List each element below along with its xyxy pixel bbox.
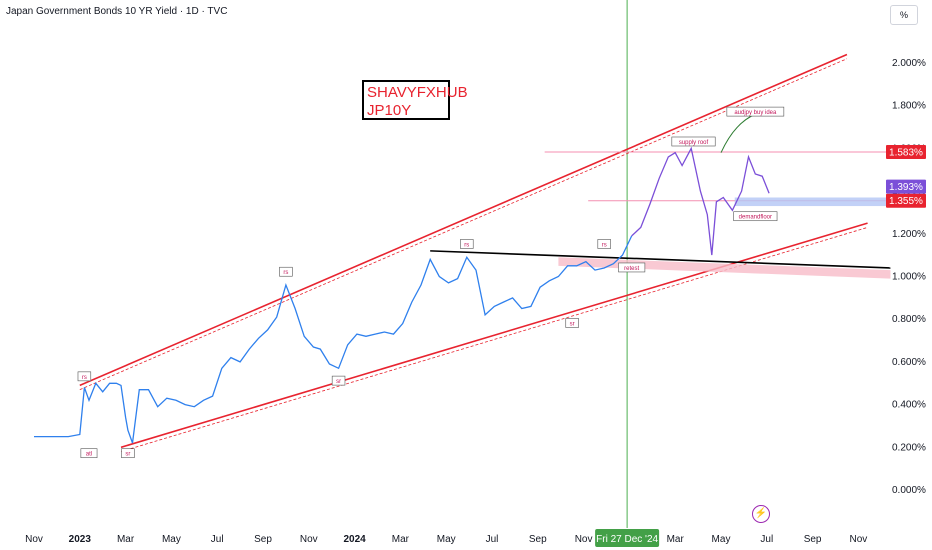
x-tick-label: 2024 [343, 534, 366, 545]
annotation-label: supply roof [679, 140, 709, 146]
watermark-line-2: JP10Y [367, 102, 412, 119]
last-price-label: 1.393% [889, 182, 923, 193]
x-tick-label: Sep [804, 534, 822, 545]
y-tick-label: 0.800% [892, 314, 926, 325]
y-tick-label: 1.200% [892, 229, 926, 240]
annotation-box [77, 371, 92, 382]
annotation-label: retest [624, 266, 639, 272]
watermark-line-1: SHAVYFXHUB [367, 84, 468, 101]
annotation-box [279, 266, 293, 277]
annotation-label: atl [86, 452, 92, 458]
annotation-box [733, 211, 778, 222]
x-tick-label: Mar [667, 534, 685, 545]
unit-toggle-button[interactable]: % [890, 5, 918, 25]
y-axis: 2.000%1.800%1.600%1.400%1.200%1.000%0.80… [886, 58, 926, 496]
demand-zone [734, 197, 886, 207]
idea-arrow [720, 113, 756, 153]
annotation-label: sr [336, 379, 341, 385]
y-tick-label: 0.600% [892, 357, 926, 368]
y-tick-label: 0.200% [892, 442, 926, 453]
price-line-history [34, 235, 633, 444]
resistance-zone [558, 257, 891, 279]
x-tick-label: May [437, 534, 456, 545]
chart-title: Japan Government Bonds 10 YR Yield · 1D … [6, 6, 228, 17]
x-tick-label: Nov [300, 534, 318, 545]
resistance-line [430, 250, 891, 269]
annotation-box [618, 262, 646, 273]
x-tick-label: Nov [25, 534, 43, 545]
x-tick-label: Jul [211, 534, 224, 545]
annotation-box [597, 239, 611, 249]
y-tick-label: 1.000% [892, 272, 926, 283]
x-tick-label: May [712, 534, 731, 545]
annotation-label: rs [464, 242, 469, 248]
price-line-recent [631, 146, 770, 256]
annotation-label: sr [570, 321, 575, 327]
annotation-box [671, 136, 716, 147]
crosshair-date-label: Fri 27 Dec '24 [596, 534, 658, 545]
crosshair-date-badge [595, 529, 660, 547]
level-label: 1.583% [889, 148, 923, 159]
y-tick-label: 0.000% [892, 485, 926, 496]
chart-series [34, 146, 770, 444]
x-tick-label: 2023 [69, 534, 92, 545]
chart-drawings [79, 53, 891, 452]
annotation-box [121, 448, 135, 459]
level-badge [886, 145, 926, 160]
x-tick-label: Mar [392, 534, 410, 545]
x-tick-label: Jul [760, 534, 773, 545]
annotation-box [460, 239, 474, 249]
x-tick-label: Mar [117, 534, 135, 545]
lightning-icon[interactable]: ⚡ [752, 505, 770, 523]
watermark-box: SHAVYFXHUB JP10Y [362, 80, 468, 120]
y-tick-label: 0.400% [892, 400, 926, 411]
y-tick-label: 2.000% [892, 58, 926, 69]
last-price-badge [886, 179, 926, 194]
annotation-label: rs [602, 242, 607, 248]
level-badge [886, 193, 926, 208]
x-tick-label: May [162, 534, 181, 545]
channel-upper-dashed [79, 58, 848, 391]
x-tick-label: Sep [254, 534, 272, 545]
annotation-label: rs [82, 375, 87, 381]
x-tick-label: Sep [529, 534, 547, 545]
x-tick-label: Nov [575, 534, 593, 545]
chart-annotations: rs atl sr rs sr rs sr rs retest supply roof audjpy… [77, 106, 785, 459]
x-tick-label: Nov [850, 534, 868, 545]
annotation-box [565, 318, 579, 328]
x-tick-label: Jul [486, 534, 499, 545]
channel-upper-line [79, 53, 848, 387]
annotation-label: rs [283, 270, 288, 276]
annotation-label: sr [125, 452, 130, 458]
x-axis: Nov 2023 Mar May Jul Sep Nov 2024 Mar May Jul Sep No… [25, 529, 867, 547]
annotation-label: audjpy buy idea [734, 110, 777, 116]
annotation-box [331, 375, 346, 386]
annotation-box [80, 448, 98, 459]
y-tick-label: 1.800% [892, 101, 926, 112]
channel-lower-line [120, 222, 868, 449]
annotation-box [726, 106, 785, 117]
level-label: 1.355% [889, 196, 923, 207]
channel-lower-dashed [120, 227, 868, 452]
annotation-label: demandfloor [739, 215, 772, 221]
